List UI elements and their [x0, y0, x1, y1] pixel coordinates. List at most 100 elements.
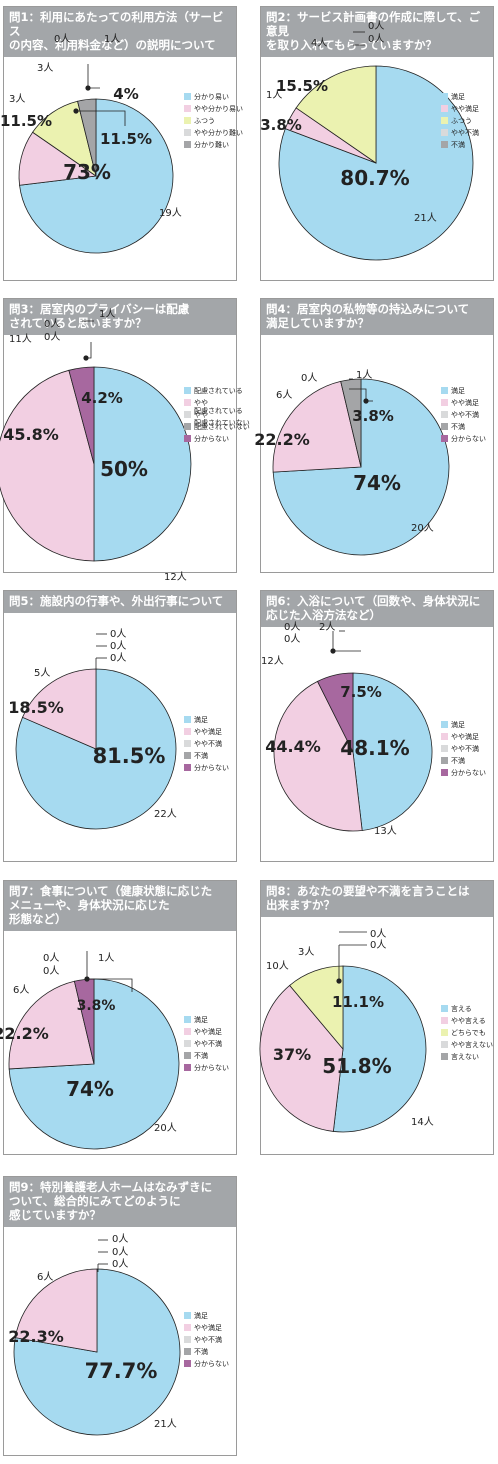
legend-label: 配慮されていない: [194, 422, 250, 431]
chart-title: 問2：サービス計画書の作成に際して、ご意見 を取り入れてもらっていますか？: [261, 7, 493, 57]
legend-label: 満足: [451, 93, 465, 101]
count-label: 0人: [43, 965, 59, 977]
chart-title: 問5：施設内の行事や、外出行事について: [4, 591, 236, 613]
legend-swatch: [184, 105, 191, 112]
legend-swatch: [441, 1005, 448, 1012]
chart-panel-q6: 問6：入浴について（回数や、身体状況に 応じた入浴方法など） 48.1% 44.4…: [260, 590, 494, 862]
percent-label: 18.5%: [8, 698, 64, 717]
legend-swatch: [441, 1041, 448, 1048]
legend-swatch: [184, 728, 191, 735]
leader-line: [87, 978, 133, 992]
leader-line: [87, 64, 100, 89]
percent-label: 74%: [353, 471, 401, 495]
legend-swatch: [184, 387, 191, 394]
legend-label: 分からない: [194, 434, 229, 443]
percent-label: 4%: [113, 85, 138, 103]
count-label: 13人: [374, 825, 397, 837]
legend-swatch: [184, 141, 191, 148]
legend-swatch: [184, 399, 191, 406]
legend-label: 配慮されている: [194, 406, 243, 415]
percent-label: 81.5%: [93, 744, 166, 768]
pie-slice: [332, 965, 427, 1133]
count-label: 1人: [266, 89, 282, 101]
count-label: 0人: [112, 1246, 128, 1258]
percent-label: 74%: [66, 1077, 114, 1101]
legend-label: 不満: [194, 752, 208, 760]
leader-line: [349, 388, 367, 401]
chart-title: 問9：特別養護老人ホームはなみずきに ついて、総合的にみてどのように 感じていま…: [4, 1177, 236, 1227]
legend-label: 満足: [194, 1312, 208, 1320]
legend-swatch: [184, 752, 191, 759]
count-label: 20人: [411, 522, 434, 534]
count-label: 21人: [154, 1418, 177, 1430]
legend-label: やや: [194, 411, 208, 419]
pie-chart-svg: 50%45.8%4.2%12人11人0人0人1人配慮されているやや配慮されている…: [0, 308, 250, 583]
count-label: 0人: [110, 628, 126, 640]
count-label: 22人: [154, 808, 177, 820]
count-label: 3人: [298, 946, 314, 958]
pie-slice: [77, 98, 97, 177]
legend-swatch: [441, 129, 448, 136]
chart-title: 問6：入浴について（回数や、身体状況に 応じた入浴方法など）: [261, 591, 493, 627]
chart-title: 問4：居室内の私物等の持込みについて 満足していますか？: [261, 299, 493, 335]
legend-label: やや満足: [194, 728, 222, 736]
chart-title: 問1：利用にあたっての利用方法（サービス の内容、利用料金など）の説明について: [4, 7, 236, 57]
count-label: 11人: [9, 333, 32, 345]
pie-slice: [272, 380, 362, 473]
count-label: 2人: [319, 621, 335, 633]
legend-swatch: [441, 387, 448, 394]
percent-label: 22.3%: [8, 1327, 64, 1346]
legend-label: 配慮されている: [194, 386, 243, 395]
count-label: 6人: [276, 389, 292, 401]
percent-label: 11.5%: [0, 112, 52, 130]
leader-line: [76, 110, 126, 126]
percent-label: 7.5%: [340, 683, 382, 701]
count-label: 1人: [98, 952, 114, 964]
count-label: 20人: [154, 1122, 177, 1134]
percent-label: 45.8%: [3, 425, 59, 444]
count-label: 0人: [284, 633, 300, 645]
percent-label: 11.5%: [100, 130, 152, 148]
percent-label: 50%: [100, 457, 148, 481]
leader-dot: [83, 355, 89, 361]
legend-label: やや: [194, 399, 208, 407]
leader-dot: [73, 108, 79, 114]
count-label: 14人: [411, 1116, 434, 1128]
percent-label: 22.2%: [0, 1024, 49, 1043]
count-label: 0人: [301, 372, 317, 384]
count-label: 0人: [368, 33, 384, 45]
count-label: 6人: [13, 984, 29, 996]
percent-label: 3.8%: [352, 407, 394, 425]
legend-label: 言える: [451, 1004, 472, 1013]
legend-label: やや分かり易い: [194, 104, 243, 113]
count-label: 0人: [284, 621, 300, 633]
pie-slice: [317, 672, 354, 753]
legend-swatch: [441, 745, 448, 752]
legend-label: 満足: [451, 721, 465, 729]
leader-dot: [363, 398, 369, 404]
count-label: 6人: [37, 1271, 53, 1283]
chart-title: 問3：居室内のプライバシーは配慮 されていると思いますか？: [4, 299, 236, 335]
count-label: 0人: [44, 331, 60, 343]
count-label: 1人: [104, 33, 120, 45]
count-label: 0人: [54, 33, 70, 45]
pie-slice: [14, 1268, 98, 1353]
pie-slice: [273, 680, 363, 832]
legend-label: やや不満: [194, 1040, 222, 1048]
legend-swatch: [184, 1064, 191, 1071]
legend-swatch: [184, 764, 191, 771]
legend-swatch: [441, 411, 448, 418]
count-label: 0人: [370, 928, 386, 940]
count-label: 3人: [9, 93, 25, 105]
count-label: 4人: [311, 37, 327, 49]
pie-slice: [22, 668, 97, 750]
legend-label: やや満足: [194, 1324, 222, 1332]
legend-swatch: [184, 1016, 191, 1023]
pie-slice: [295, 65, 377, 164]
legend-label: 分からない: [451, 434, 486, 443]
chart-panel-q5: 問5：施設内の行事や、外出行事について 81.5% 18.5% 22人 5人 0人 0人 0…: [3, 590, 237, 862]
percent-label: 37%: [273, 1045, 311, 1064]
